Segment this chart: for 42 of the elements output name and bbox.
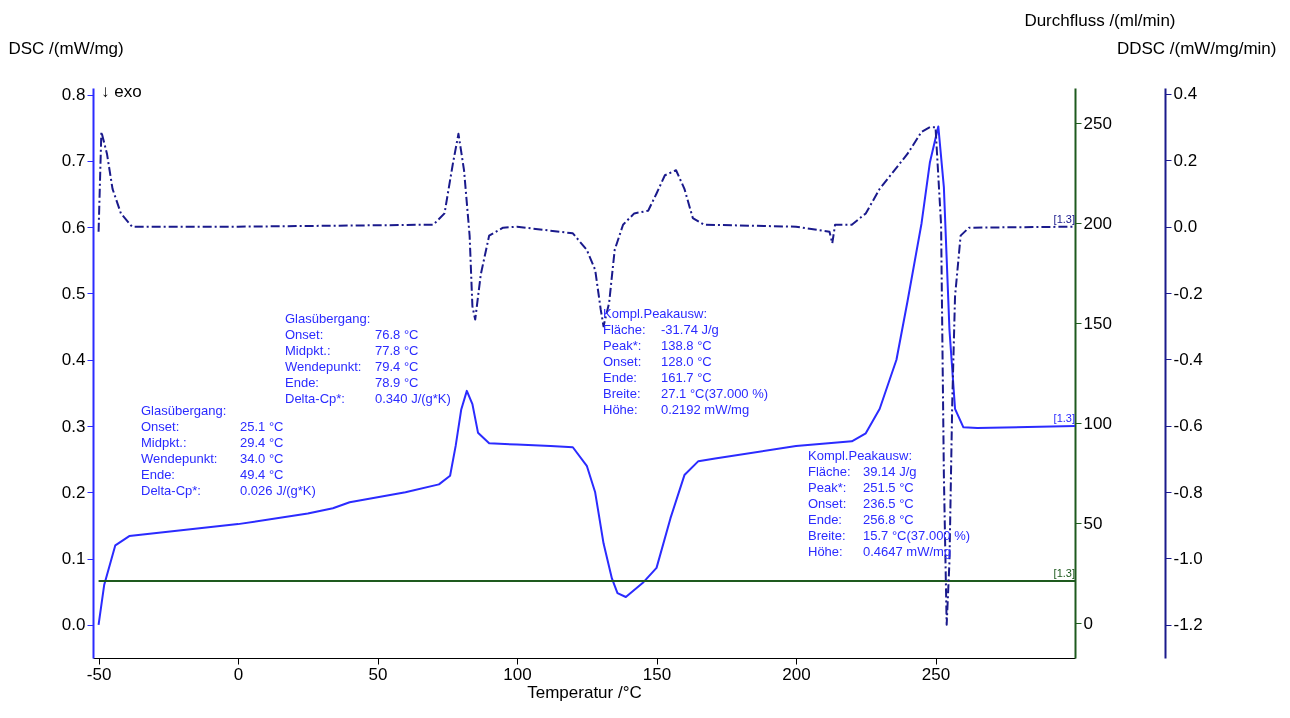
x-tick-label: -50 (86, 664, 112, 684)
y-tick-label: 0.7 (61, 151, 86, 171)
y3-tick-label: -0.8 (1173, 482, 1203, 502)
x-tick-label: 250 (921, 664, 951, 684)
y2-tick-label: 150 (1083, 313, 1112, 333)
y3-tick-label: -0.4 (1173, 349, 1203, 369)
y3-tick-label: -0.6 (1173, 416, 1203, 436)
y3-tick-label: -1.0 (1173, 548, 1203, 568)
y2-tick-label: 200 (1083, 213, 1112, 233)
y3-tick-label: -0.2 (1173, 283, 1203, 303)
y2-axis-title: Durchfluss /(ml/min) (1024, 10, 1176, 30)
x-tick-label: 150 (642, 664, 672, 684)
text: Glasübergang: Onset: 76.8 °C Midpkt.: 77.8 °C Wendepunkt: 79.4 °C Ende: 78.9 °C Delta-Cp*: 0.340 J/(g*K) (285, 311, 451, 406)
text: Kompl.Peakausw: Fläche: -31.74 J/g Peak*: 138.8 °C Onset: 128.0 °C Ende: 161.7 °C Breite: 27.1 °C(37.000 %) Höhe: 0.2192 mW/mg (603, 306, 769, 417)
y3-tick-label: 0.4 (1173, 84, 1198, 104)
y2-tick-label: 0 (1083, 613, 1093, 633)
annotation: [1.3] (1053, 567, 1075, 579)
y3-tick-label: 0.2 (1173, 150, 1198, 170)
x-tick-label: 200 (782, 664, 811, 684)
y3-tick-label: -1.2 (1173, 615, 1203, 635)
x-tick-label: 100 (503, 664, 532, 684)
y-tick-label: 0.0 (61, 615, 86, 635)
annotation: [1.3] (1053, 212, 1075, 225)
y2-tick-label: 50 (1083, 513, 1103, 533)
y2-tick-label: 250 (1083, 113, 1112, 133)
y-tick-label: 0.1 (61, 549, 86, 569)
annotation: [1.3] (1053, 412, 1075, 425)
y-tick-label: 0.4 (61, 350, 86, 370)
x-axis-title: Temperatur /°C (527, 682, 642, 702)
x-tick-label: 50 (368, 664, 388, 684)
y3-tick-label: 0.0 (1173, 217, 1198, 237)
y2-tick-label: 100 (1083, 413, 1112, 433)
x-tick-label: 0 (233, 664, 244, 684)
y3-axis-title: DDSC /(mW/mg/min) (1116, 38, 1277, 58)
text: Glasübergang: Onset: 25.1 °C Midpkt.: 29.4 °C Wendepunkt: 34.0 °C Ende: 49.4 °C Delta-Cp*: 0.026 J/(g*K) (141, 403, 316, 498)
y-tick-label: 0.6 (61, 217, 86, 237)
y-tick-label: 0.3 (61, 416, 86, 436)
y-tick-label: 0.2 (61, 482, 86, 502)
y-tick-label: 0.8 (61, 85, 86, 105)
y-axis-title: DSC /(mW/mg) (8, 38, 124, 58)
annotation: ↓ exo (101, 82, 142, 101)
y-tick-label: 0.5 (61, 283, 86, 303)
